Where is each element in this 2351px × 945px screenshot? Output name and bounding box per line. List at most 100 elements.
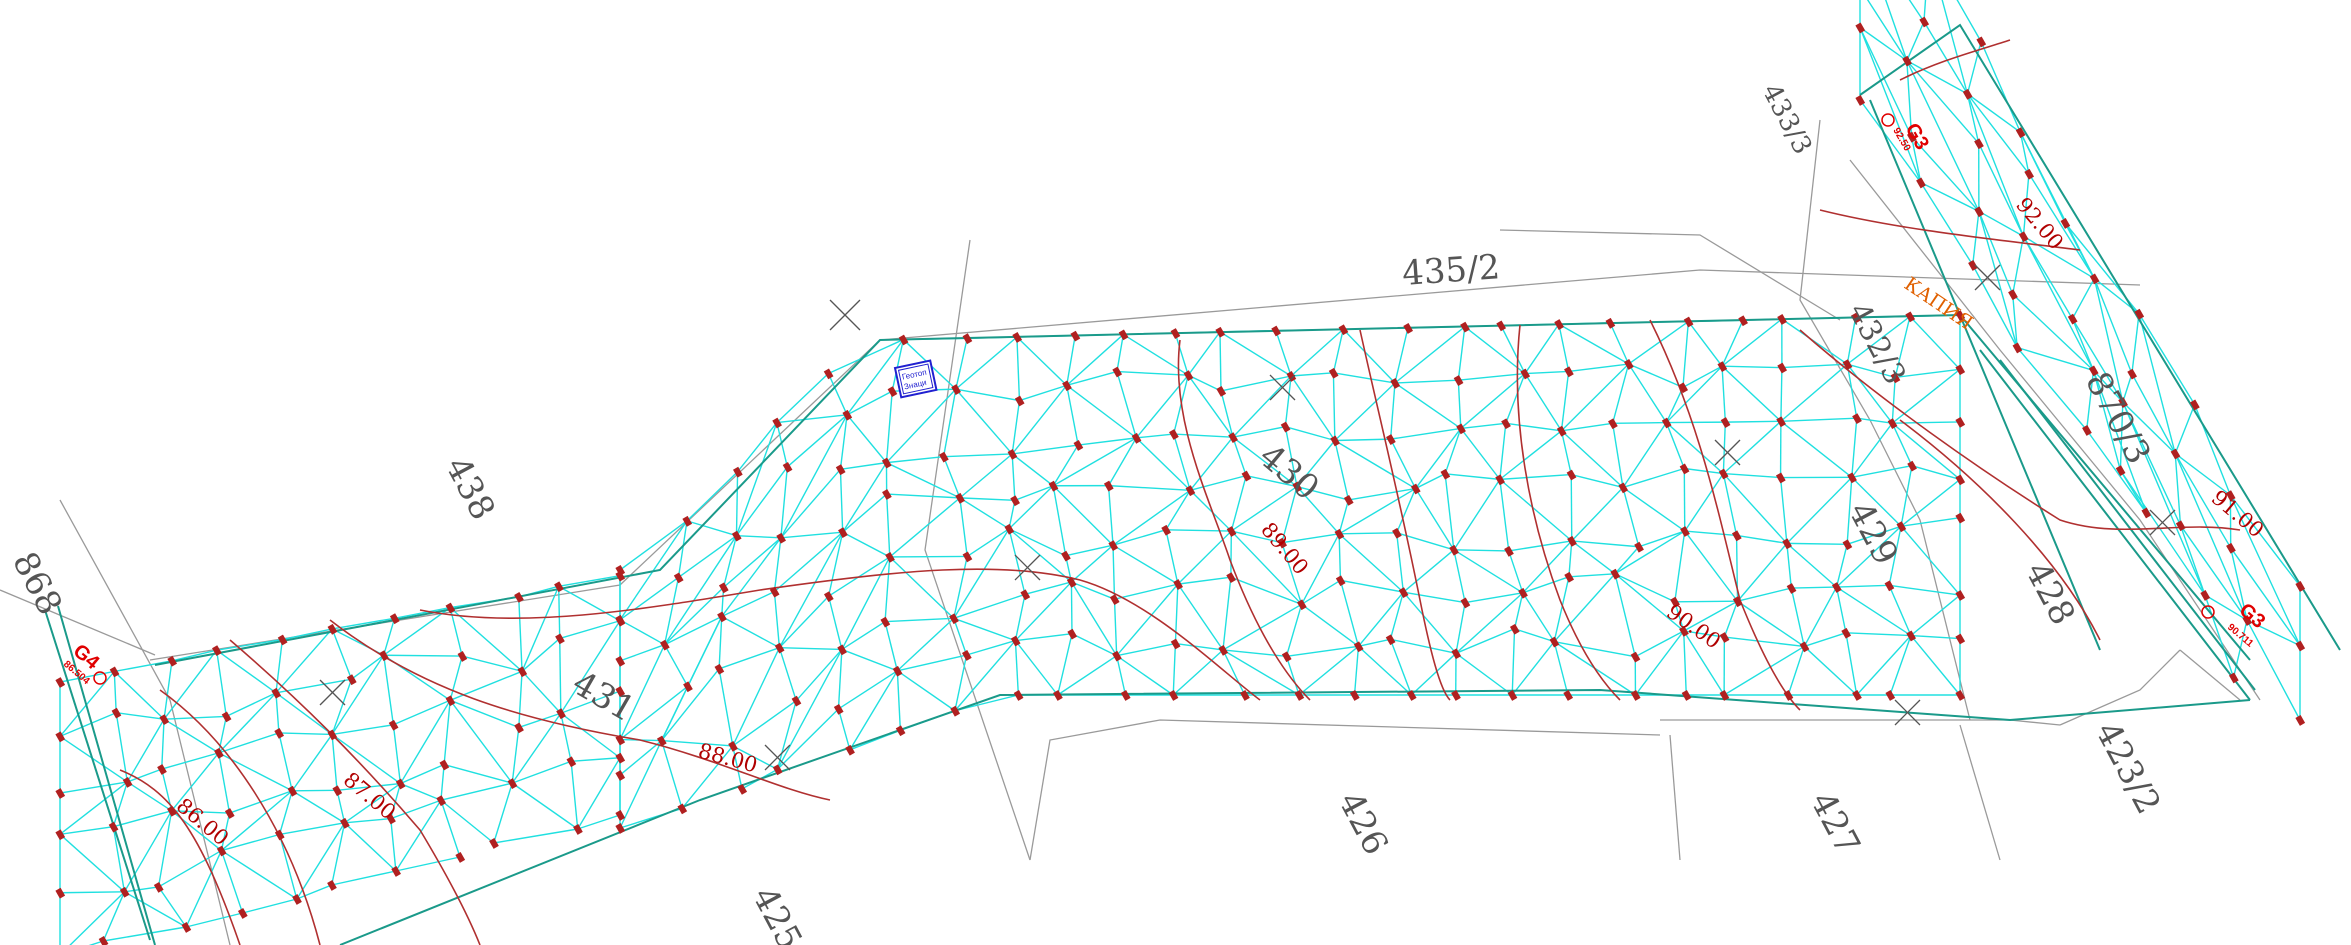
survey-point <box>1554 319 1564 330</box>
survey-point <box>1294 690 1305 701</box>
tin-edge <box>1284 375 1292 427</box>
tin-edge <box>1390 427 1461 440</box>
survey-point <box>1955 690 1966 701</box>
survey-point <box>556 708 566 720</box>
tin-edge <box>1357 645 1412 696</box>
survey-point <box>837 644 847 656</box>
tin-edge <box>1722 420 1782 475</box>
survey-point <box>1907 460 1917 472</box>
survey-point <box>1962 88 1973 100</box>
survey-point <box>1014 395 1025 407</box>
survey-point <box>2024 168 2035 180</box>
tin-edge <box>1910 635 1961 696</box>
survey-point <box>774 642 785 654</box>
survey-point <box>1683 316 1694 328</box>
tin-edge <box>1514 628 1555 643</box>
survey-point <box>1281 651 1292 663</box>
tin-edge <box>443 700 451 765</box>
survey-point <box>2295 715 2306 726</box>
tin-edge <box>1908 0 1925 22</box>
tin-edge <box>1301 603 1359 647</box>
tin-edge <box>735 466 788 537</box>
tin-edge <box>1611 423 1624 488</box>
tin-edge <box>732 647 781 747</box>
survey-point <box>1330 435 1340 447</box>
survey-point <box>1392 527 1402 539</box>
tin-edge <box>1342 328 1396 384</box>
survey-point <box>1782 538 1792 550</box>
tin-edge <box>163 649 218 720</box>
tin-edge <box>885 388 957 464</box>
survey-point <box>1343 494 1354 506</box>
survey-point <box>615 570 626 582</box>
tin-edge <box>331 654 385 735</box>
survey-point <box>1183 370 1194 382</box>
parcel-label: 433/3 <box>1756 79 1818 159</box>
survey-point <box>615 686 626 697</box>
tin-edge <box>780 468 841 539</box>
tin-edge <box>1851 476 1902 527</box>
tin-edge <box>1358 638 1391 648</box>
tin-edge <box>577 814 621 830</box>
tin-edge <box>2092 369 2124 403</box>
tin-edge <box>1966 93 2025 237</box>
tin-edge <box>954 640 1016 712</box>
tin-edge <box>2174 453 2232 549</box>
survey-point <box>1634 541 1644 553</box>
tin-edge <box>1122 333 1189 376</box>
tin-edge <box>1332 329 1344 373</box>
survey-point <box>1067 628 1078 640</box>
tin-edge <box>1780 363 1848 422</box>
tin-edge <box>115 712 129 783</box>
survey-point <box>1385 634 1396 646</box>
survey-point <box>1061 550 1071 562</box>
tin-edge <box>2016 346 2094 372</box>
tin-edge <box>1724 636 1805 648</box>
survey-point <box>1955 633 1966 645</box>
survey-point <box>656 735 667 747</box>
tin-edge <box>221 833 280 852</box>
tin-edge <box>1114 583 1179 600</box>
tin-edge <box>735 471 739 536</box>
tin-edge <box>827 596 843 650</box>
tin-edge <box>344 817 391 824</box>
survey-point <box>1509 623 1520 635</box>
tin-edge <box>686 520 737 537</box>
survey-point <box>769 586 780 598</box>
survey-point <box>237 908 248 919</box>
survey-point <box>615 734 626 746</box>
tin-edge <box>1614 573 1676 603</box>
tin-edge <box>886 461 961 499</box>
survey-point <box>1410 483 1421 495</box>
tin-edge <box>778 595 830 649</box>
tin-edge <box>126 781 173 812</box>
tin-edge <box>1189 436 1234 491</box>
survey-point <box>1062 380 1072 392</box>
tin-edge <box>291 790 345 824</box>
survey-point <box>274 829 285 841</box>
survey-point <box>2089 273 2100 285</box>
tin-edge <box>226 692 277 718</box>
tin-edge <box>1187 374 1234 438</box>
tin-edge <box>722 535 738 588</box>
tin-edge <box>1553 576 1570 642</box>
tin-edge <box>59 833 125 893</box>
tin-edge <box>1568 573 1616 578</box>
survey-point <box>1955 364 1966 376</box>
tin-edge <box>1108 484 1191 491</box>
tin-edge <box>1357 591 1404 647</box>
tin-edge <box>896 670 902 731</box>
tin-edge <box>780 531 843 539</box>
survey-point <box>1855 95 1866 106</box>
survey-point <box>1292 481 1303 493</box>
tin-edge <box>953 618 968 656</box>
tin-edge <box>126 718 165 783</box>
survey-point <box>1118 329 1129 341</box>
tin-edge <box>1290 328 1344 377</box>
survey-point <box>388 719 399 731</box>
tin-edge <box>59 891 125 894</box>
survey-point <box>55 731 66 743</box>
tin-edge <box>891 339 905 392</box>
tin-edge <box>1906 21 1925 61</box>
tin-edge <box>1786 542 1848 545</box>
